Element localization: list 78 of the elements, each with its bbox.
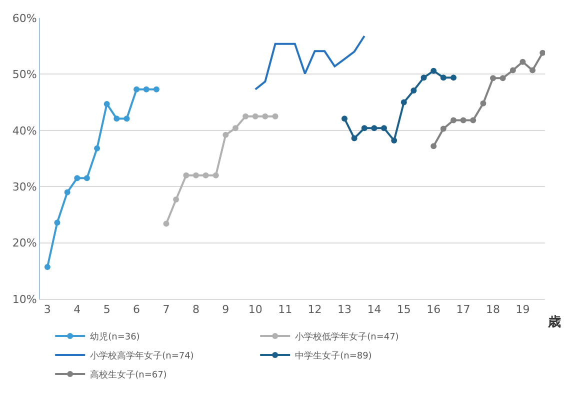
point	[430, 143, 437, 150]
x-tick-label: 12	[308, 303, 322, 316]
point	[242, 113, 249, 120]
point	[430, 68, 437, 74]
point	[410, 88, 417, 94]
legend-label: 小学校低学年女子(n=47)	[295, 331, 399, 342]
point	[510, 67, 516, 74]
x-tick-label: 5	[103, 303, 110, 316]
x-tick-label: 3	[44, 303, 51, 316]
point	[222, 132, 229, 138]
point	[44, 264, 50, 270]
point	[74, 175, 80, 182]
point	[341, 116, 348, 122]
point	[183, 172, 190, 178]
x-tick-label: 7	[162, 303, 170, 316]
point	[530, 67, 536, 74]
point	[520, 58, 526, 65]
legend-label: 小学校高学年女子(n=74)	[90, 350, 194, 362]
x-axis-title: 歳	[547, 315, 561, 330]
point	[391, 138, 398, 144]
point	[262, 113, 268, 120]
point	[500, 75, 506, 82]
y-tick-label: 40%	[12, 124, 37, 138]
point	[470, 117, 476, 124]
point	[460, 117, 466, 124]
legend-label: 幼児(n=36)	[90, 331, 140, 342]
x-tick-label: 16	[426, 303, 441, 316]
point	[153, 86, 160, 92]
x-tick-label: 15	[396, 303, 411, 316]
x-tick-label: 17	[456, 303, 470, 316]
point	[232, 125, 238, 132]
point	[192, 172, 199, 178]
point	[540, 50, 545, 56]
point	[361, 125, 368, 132]
x-tick-label: 14	[367, 303, 382, 316]
x-tick-label: 18	[486, 303, 500, 316]
point	[124, 116, 130, 122]
y-tick-label: 50%	[12, 68, 37, 82]
y-tick-label: 10%	[12, 292, 37, 306]
legend-label: 高校生女子(n=67)	[90, 369, 167, 380]
point	[272, 113, 278, 120]
x-tick-label: 6	[133, 303, 140, 316]
x-tick-label: 8	[192, 303, 200, 316]
point	[143, 86, 150, 92]
point	[450, 117, 457, 124]
point	[490, 75, 496, 82]
point	[202, 172, 209, 178]
point	[400, 99, 407, 106]
point	[420, 74, 427, 81]
point	[64, 189, 70, 196]
point	[371, 125, 378, 132]
x-tick-label: 13	[337, 303, 352, 316]
x-tick-label: 4	[74, 303, 81, 316]
x-tick-label: 9	[222, 303, 230, 316]
point	[163, 220, 170, 227]
x-tick-label: 10	[248, 303, 262, 316]
y-tick-label: 30%	[12, 180, 37, 194]
y-tick-label: 20%	[12, 236, 37, 250]
point	[450, 74, 457, 81]
point	[94, 145, 100, 152]
point	[252, 113, 258, 120]
x-tick-label: 11	[278, 303, 292, 316]
point	[440, 74, 446, 81]
point	[84, 175, 90, 182]
x-tick-label: 19	[516, 303, 530, 316]
point	[114, 116, 120, 122]
point	[351, 135, 358, 142]
point	[54, 220, 60, 226]
y-tick-label: 60%	[12, 12, 37, 25]
point	[134, 86, 140, 92]
point	[212, 172, 219, 178]
point	[440, 126, 446, 132]
point	[173, 196, 180, 203]
line-series	[254, 34, 366, 90]
point	[104, 100, 110, 107]
legend-label: 中学生女子(n=89)	[295, 350, 372, 362]
point	[480, 100, 486, 106]
point	[380, 125, 387, 132]
